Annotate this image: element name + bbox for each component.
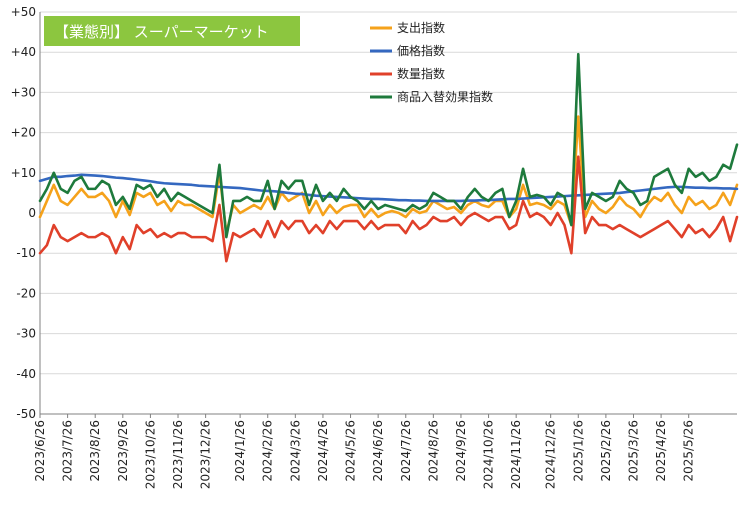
x-tick-label: 2024/7/26 [399, 420, 413, 482]
x-tick-label: 2024/6/26 [371, 420, 385, 482]
legend-item-substitution: 商品入替効果指数 [370, 89, 493, 104]
y-tick-label: -40 [16, 367, 36, 381]
x-tick-label: 2023/7/26 [61, 420, 75, 482]
x-tick-label: 2024/12/26 [544, 420, 558, 489]
series-line-substitution [38, 52, 739, 239]
legend: 支出指数 価格指数 数量指数 商品入替効果指数 [370, 20, 493, 104]
x-tick-label: 2025/1/26 [571, 420, 585, 482]
x-tick-label: 2024/2/26 [261, 420, 275, 482]
x-tick-label: 2024/10/26 [482, 420, 496, 489]
chart-title: 【業態別】 スーパーマーケット [54, 23, 269, 41]
y-tick-label: -20 [16, 286, 36, 300]
x-tick-label: 2023/10/26 [143, 420, 157, 489]
series-line-spend [38, 115, 739, 235]
x-tick-label: 2024/4/26 [316, 420, 330, 482]
y-tick-label: +10 [11, 166, 36, 180]
y-tick-label: +30 [11, 85, 36, 99]
series-line-price [38, 173, 739, 203]
x-tick-label: 2023/12/26 [199, 420, 213, 489]
chart-title-box: 【業態別】 スーパーマーケット [44, 16, 300, 46]
x-tick-label: 2024/11/26 [509, 420, 523, 489]
legend-label-price: 価格指数 [397, 43, 445, 58]
x-tick-label: 2024/5/26 [344, 420, 358, 482]
legend-item-price: 価格指数 [370, 43, 445, 58]
x-tick-label: 2025/2/26 [599, 420, 613, 482]
x-tick-label: 2025/3/26 [626, 420, 640, 482]
legend-item-quantity: 数量指数 [370, 66, 445, 81]
y-tick-label: +40 [11, 45, 36, 59]
y-tick-labels: -50 -40 -30 -20 -10 0 +10 +20 +30 +40 +50 [11, 5, 36, 421]
series-line-quantity [38, 155, 739, 263]
legend-label-substitution: 商品入替効果指数 [397, 89, 493, 104]
y-tick-label: -10 [16, 246, 36, 260]
x-tick-label: 2023/6/26 [33, 420, 47, 482]
series-lines [38, 52, 739, 263]
x-tick-label: 2024/3/26 [288, 420, 302, 482]
y-tick-label: +20 [11, 126, 36, 140]
y-tick-label: -50 [16, 407, 36, 421]
x-tick-label: 2023/11/26 [171, 420, 185, 489]
y-tick-label: -30 [16, 327, 36, 341]
chart-title-background [44, 16, 300, 46]
legend-label-quantity: 数量指数 [397, 66, 445, 81]
x-tick-label: 2024/8/26 [426, 420, 440, 482]
axes [39, 12, 737, 418]
legend-label-spend: 支出指数 [397, 20, 445, 35]
x-tick-label: 2024/9/26 [454, 420, 468, 482]
x-tick-labels: 2023/6/26 2023/7/26 2023/8/26 2023/9/26 2023… [33, 420, 696, 489]
x-tick-label: 2023/9/26 [116, 420, 130, 482]
x-tick-label: 2024/1/26 [233, 420, 247, 482]
y-tick-label: 0 [28, 206, 36, 220]
x-tick-label: 2023/8/26 [88, 420, 102, 482]
y-tick-label: +50 [11, 5, 36, 19]
x-tick-label: 2025/4/26 [654, 420, 668, 482]
x-tick-label: 2025/5/26 [682, 420, 696, 482]
legend-item-spend: 支出指数 [370, 20, 445, 35]
